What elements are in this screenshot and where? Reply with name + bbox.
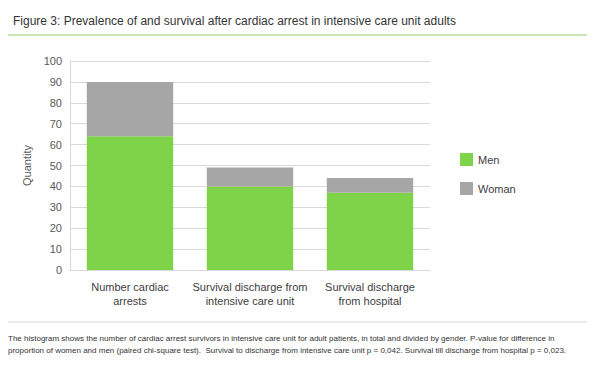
svg-text:80: 80 <box>50 97 62 109</box>
svg-text:Woman: Woman <box>478 183 516 195</box>
svg-text:intensive care unit: intensive care unit <box>206 295 295 307</box>
svg-text:70: 70 <box>50 118 62 130</box>
svg-text:50: 50 <box>50 160 62 172</box>
svg-text:100: 100 <box>44 55 62 67</box>
svg-text:proportion of women and men (p: proportion of women and men (paired chi-… <box>8 346 566 355</box>
svg-text:90: 90 <box>50 76 62 88</box>
svg-text:20: 20 <box>50 222 62 234</box>
svg-text:from hospital: from hospital <box>339 295 402 307</box>
svg-text:Number cardiac: Number cardiac <box>91 281 169 293</box>
svg-text:Men: Men <box>478 154 499 166</box>
svg-text:10: 10 <box>50 243 62 255</box>
svg-text:Figure 3: Prevalence of and su: Figure 3: Prevalence of and survival aft… <box>13 14 456 28</box>
svg-text:Quantity: Quantity <box>21 145 33 186</box>
svg-text:0: 0 <box>56 264 62 276</box>
svg-text:Survival discharge from: Survival discharge from <box>193 281 308 293</box>
svg-text:30: 30 <box>50 201 62 213</box>
svg-text:The histogram shows the number: The histogram shows the number of cardia… <box>8 334 557 343</box>
svg-text:arrests: arrests <box>113 295 147 307</box>
svg-text:Survival discharge: Survival discharge <box>325 281 415 293</box>
svg-text:40: 40 <box>50 180 62 192</box>
svg-text:60: 60 <box>50 139 62 151</box>
